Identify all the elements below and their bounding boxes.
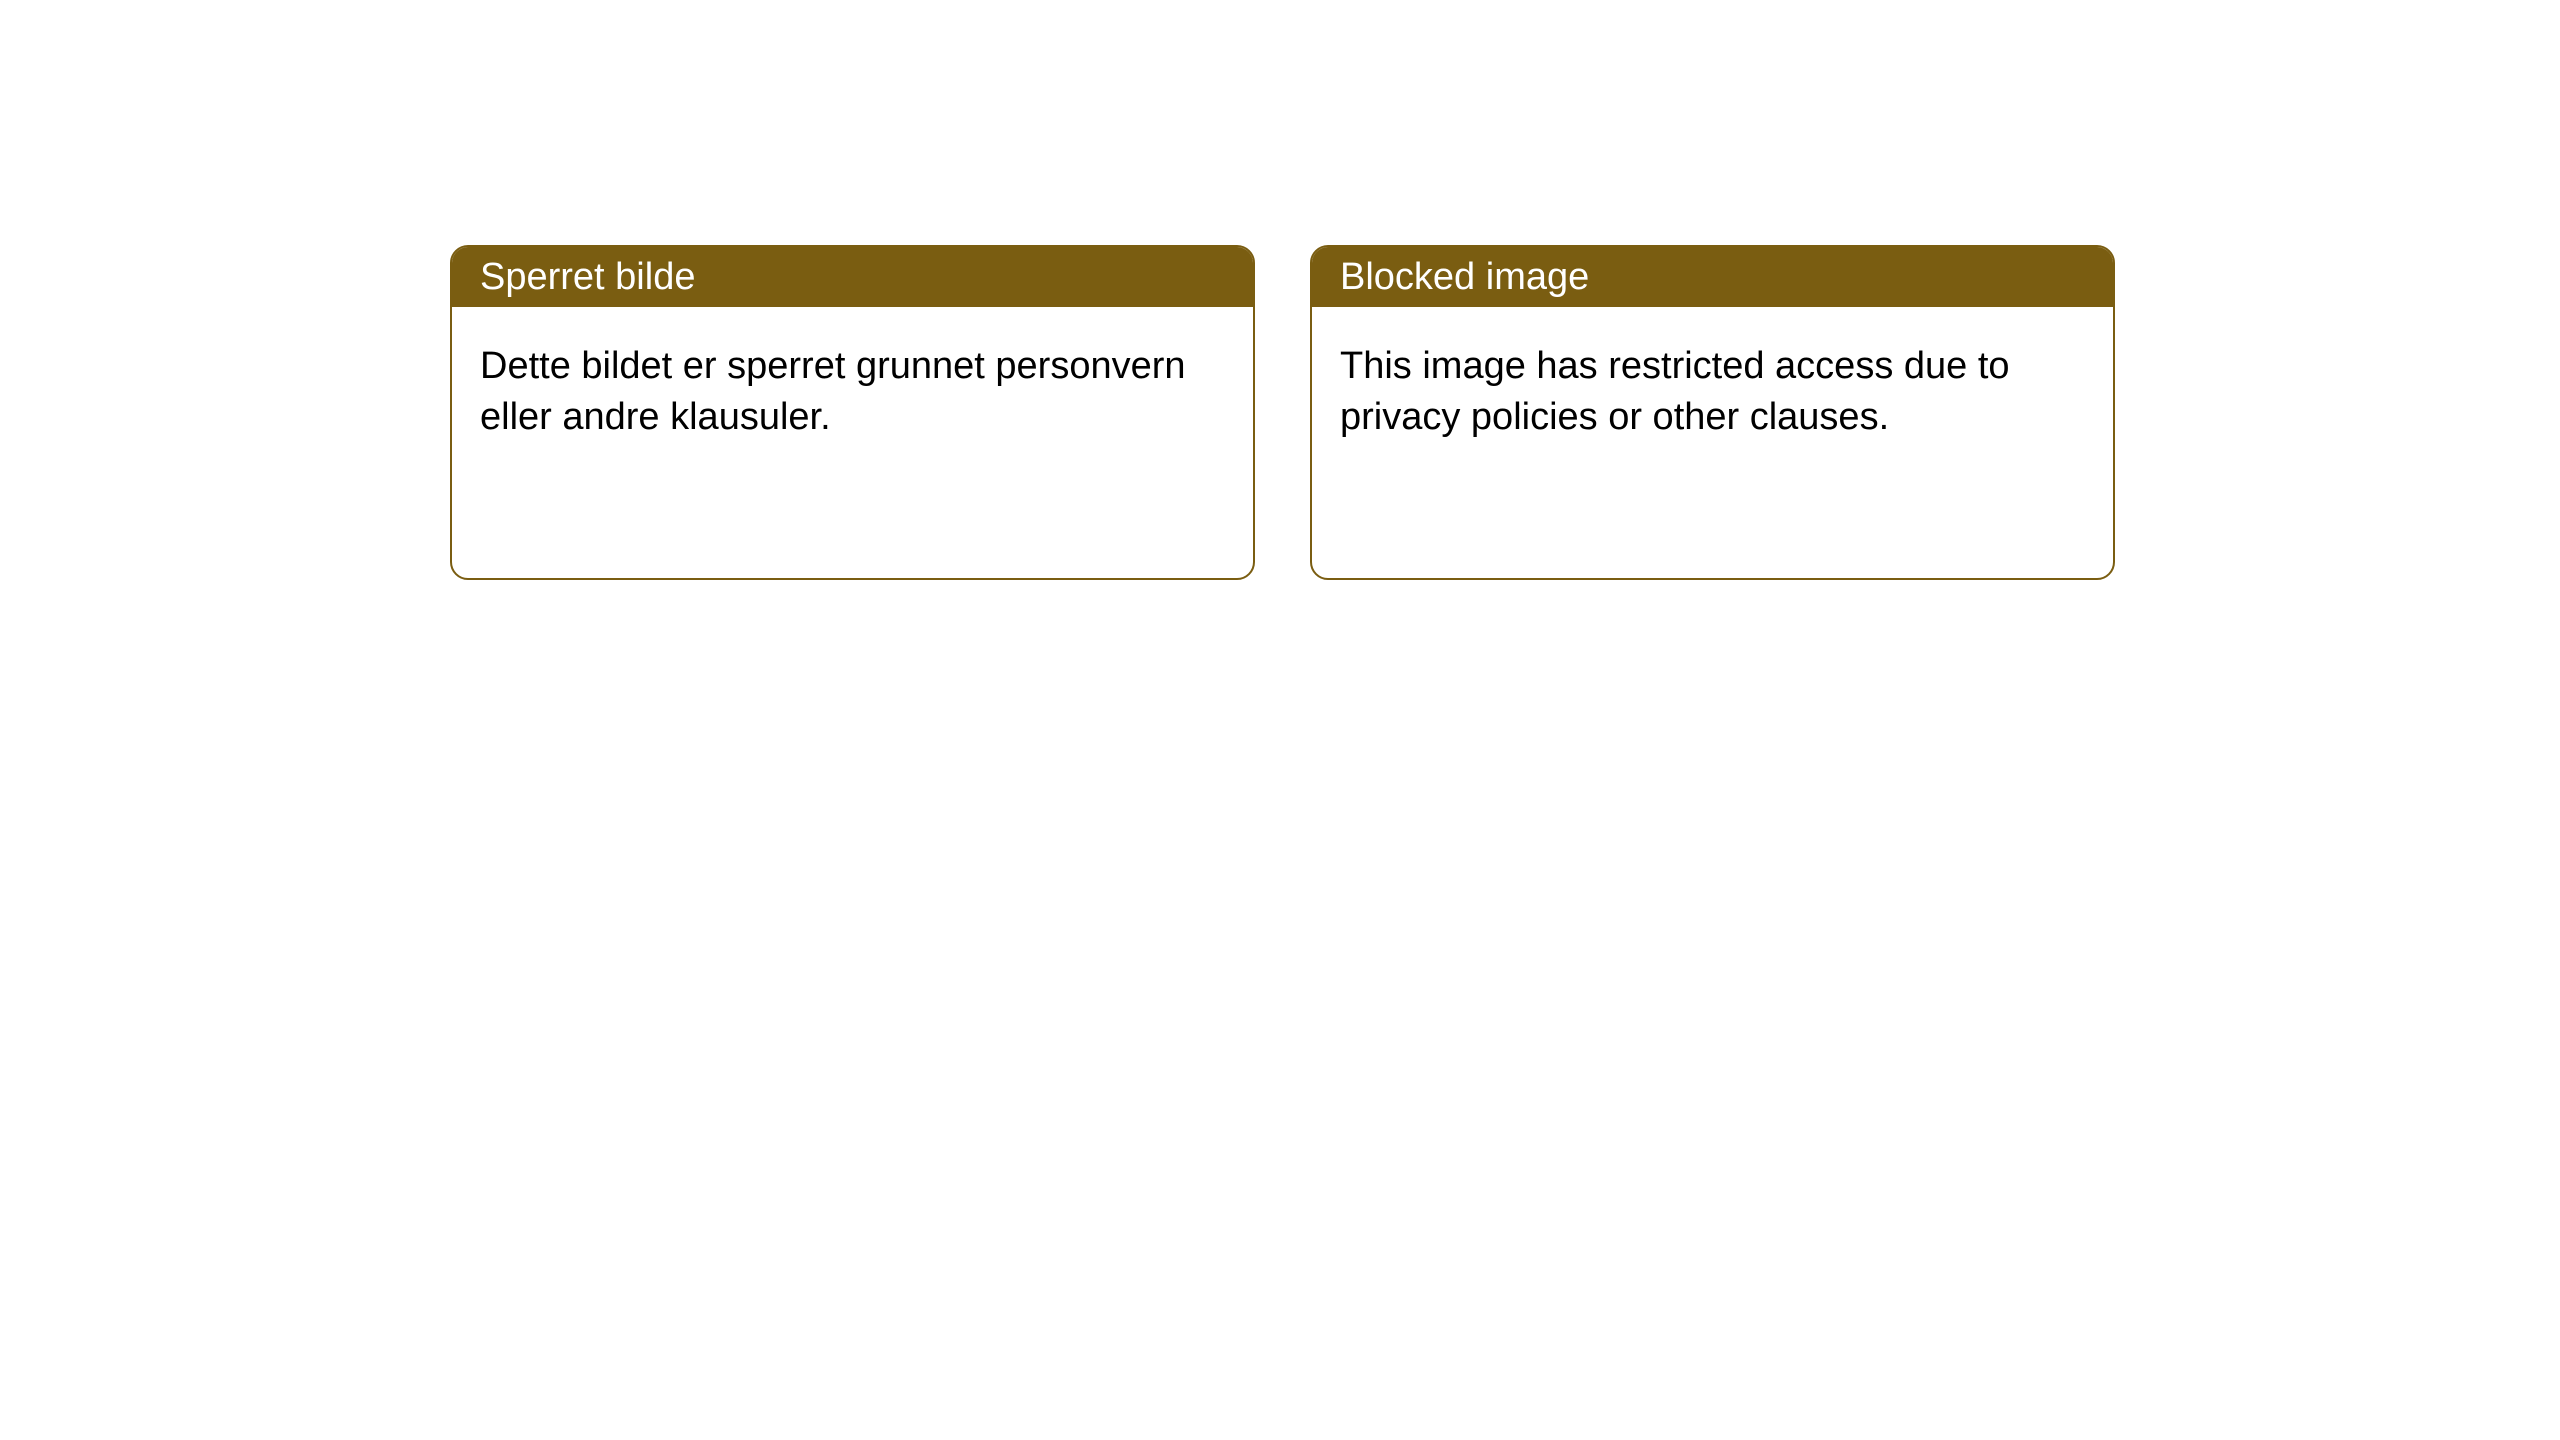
- notice-card-body: Dette bildet er sperret grunnet personve…: [452, 307, 1253, 478]
- notice-card-header: Blocked image: [1312, 247, 2113, 307]
- notice-card-title: Sperret bilde: [480, 256, 695, 299]
- notice-cards-container: Sperret bilde Dette bildet er sperret gr…: [450, 245, 2560, 580]
- notice-card-body: This image has restricted access due to …: [1312, 307, 2113, 478]
- notice-card-norwegian: Sperret bilde Dette bildet er sperret gr…: [450, 245, 1255, 580]
- notice-card-body-text: This image has restricted access due to …: [1340, 345, 2010, 438]
- notice-card-header: Sperret bilde: [452, 247, 1253, 307]
- notice-card-title: Blocked image: [1340, 256, 1589, 299]
- notice-card-body-text: Dette bildet er sperret grunnet personve…: [480, 345, 1186, 438]
- notice-card-english: Blocked image This image has restricted …: [1310, 245, 2115, 580]
